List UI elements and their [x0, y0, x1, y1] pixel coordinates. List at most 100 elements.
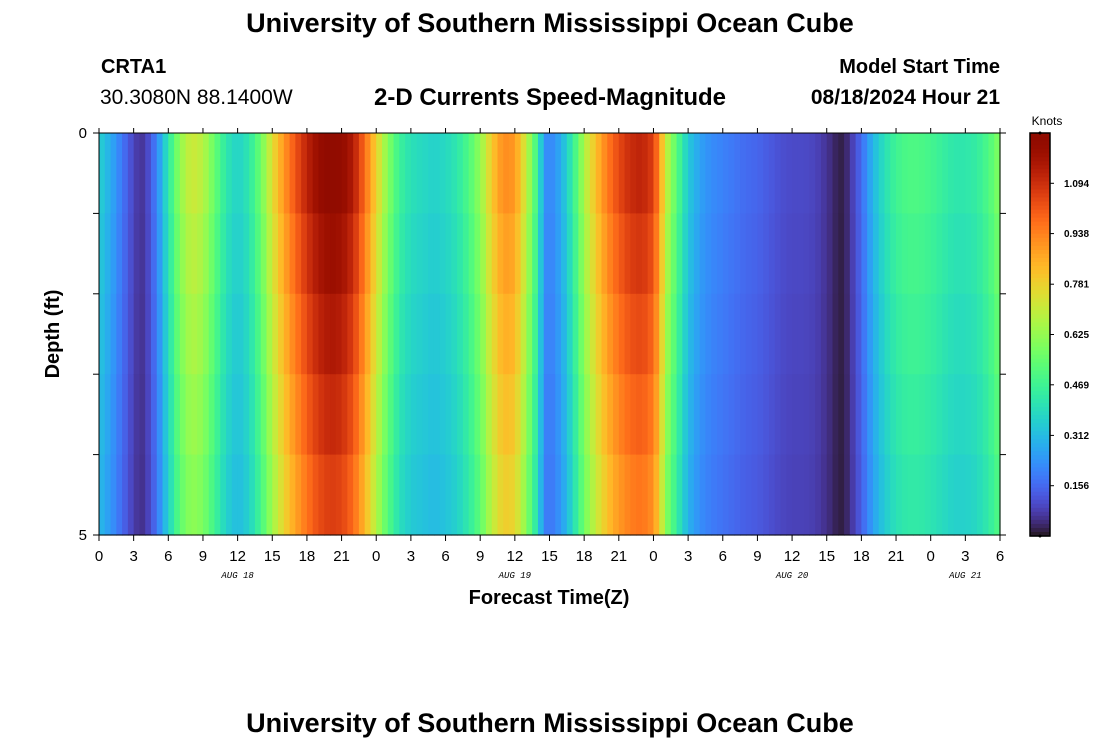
heatmap-cell: [179, 293, 187, 375]
heatmap-cell: [179, 454, 187, 536]
heatmap-cell: [820, 133, 828, 214]
heatmap-cell: [543, 454, 551, 536]
colorbar-segment: [1030, 471, 1050, 477]
heatmap-cell: [278, 293, 285, 375]
heatmap-cell: [318, 213, 325, 295]
heatmap-cell: [549, 293, 556, 375]
x-tick-label: 0: [95, 548, 103, 565]
heatmap-cell: [312, 293, 320, 375]
heatmap-cell: [826, 454, 834, 536]
heatmap-cell: [849, 213, 857, 295]
heatmap-cell: [457, 293, 464, 375]
heatmap-cell: [295, 213, 302, 295]
heatmap-cell: [734, 133, 741, 214]
heatmap-cell: [150, 213, 158, 295]
heatmap-cell: [104, 213, 112, 295]
heatmap-cell: [260, 213, 268, 295]
colorbar-segment: [1030, 515, 1050, 521]
heatmap-cell: [122, 454, 129, 536]
heatmap-cell: [428, 133, 435, 214]
heatmap-cell: [561, 213, 568, 295]
heatmap-cell: [618, 374, 626, 456]
heatmap-cell: [474, 374, 481, 456]
heatmap-cell: [335, 213, 343, 295]
heatmap-cell: [526, 293, 533, 375]
heatmap-cell: [497, 374, 504, 456]
colorbar-segment: [1030, 350, 1050, 356]
heatmap-cell: [670, 374, 678, 456]
heatmap-cell: [283, 374, 291, 456]
heatmap-cell: [855, 133, 862, 214]
heatmap-cell: [872, 133, 880, 214]
heatmap-cell: [641, 374, 649, 456]
heatmap-cell: [786, 213, 793, 295]
heatmap-cell: [150, 293, 158, 375]
x-tick-label: 18: [576, 548, 593, 565]
x-tick-label: 3: [961, 548, 969, 565]
heatmap-cell: [768, 374, 776, 456]
heatmap-cell: [913, 454, 920, 536]
heatmap-cell: [532, 293, 539, 375]
heatmap-cell: [815, 293, 822, 375]
heatmap-cell: [665, 454, 672, 536]
heatmap-cell: [901, 293, 909, 375]
heatmap-cell: [971, 133, 978, 214]
colorbar-segment: [1030, 334, 1050, 340]
heatmap-cell: [584, 374, 591, 456]
heatmap-cell: [249, 374, 256, 456]
heatmap-cell: [572, 213, 579, 295]
heatmap-cell: [537, 454, 545, 536]
heatmap-cell: [226, 133, 233, 214]
heatmap-cell: [99, 213, 106, 295]
heatmap-cell: [711, 213, 718, 295]
heatmap-cell: [480, 213, 487, 295]
heatmap-cell: [924, 293, 932, 375]
colorbar-segment: [1030, 197, 1050, 203]
heatmap-cell: [901, 454, 909, 536]
heatmap-cell: [543, 213, 551, 295]
heatmap-cell: [330, 454, 337, 536]
heatmap-cell: [197, 133, 204, 214]
heatmap-cell: [561, 454, 568, 536]
heatmap-cell: [532, 374, 539, 456]
heatmap-cell: [826, 213, 834, 295]
heatmap-cell: [116, 293, 123, 375]
heatmap-cell: [295, 454, 302, 536]
heatmap-cell: [705, 454, 712, 536]
heatmap-cell: [849, 374, 857, 456]
heatmap-cell: [665, 133, 672, 214]
colorbar-segment: [1030, 185, 1050, 191]
colorbar-segment: [1030, 523, 1050, 529]
heatmap-cell: [174, 454, 181, 536]
heatmap-cell: [116, 133, 123, 214]
heatmap-cell: [376, 374, 383, 456]
heatmap-cell: [613, 293, 620, 375]
x-tick-label: 21: [333, 548, 350, 565]
heatmap-cell: [243, 133, 250, 214]
heatmap-cell: [341, 213, 348, 295]
colorbar-segment: [1030, 153, 1050, 158]
colorbar-segment: [1030, 133, 1050, 138]
heatmap-cell: [202, 293, 210, 375]
colorbar-segment: [1030, 157, 1050, 162]
heatmap-cell: [647, 213, 655, 295]
colorbar-segment: [1030, 302, 1050, 307]
colorbar-segment: [1030, 294, 1050, 299]
heatmap-cell: [907, 133, 914, 214]
heatmap-cell: [988, 454, 995, 536]
heatmap-cell: [884, 293, 891, 375]
heatmap-cell: [763, 374, 770, 456]
x-axis: 0 3 6 9 12 15 18 21 0 3 6 9 12 15 18 21 0 3 6 9 12 15 18 21 0 3 6 A…: [95, 128, 1004, 581]
heatmap-cell: [768, 454, 776, 536]
heatmap-cell: [127, 454, 135, 536]
heatmap-cell: [936, 293, 943, 375]
heatmap-cell: [491, 454, 499, 536]
heatmap-cell: [930, 374, 938, 456]
heatmap-cell: [942, 213, 949, 295]
heatmap-cell: [670, 293, 678, 375]
heatmap-cell: [561, 293, 568, 375]
heatmap-cell: [734, 454, 741, 536]
colorbar-segment: [1030, 407, 1050, 412]
heatmap-cell: [179, 133, 187, 214]
heatmap-cell: [110, 133, 117, 214]
